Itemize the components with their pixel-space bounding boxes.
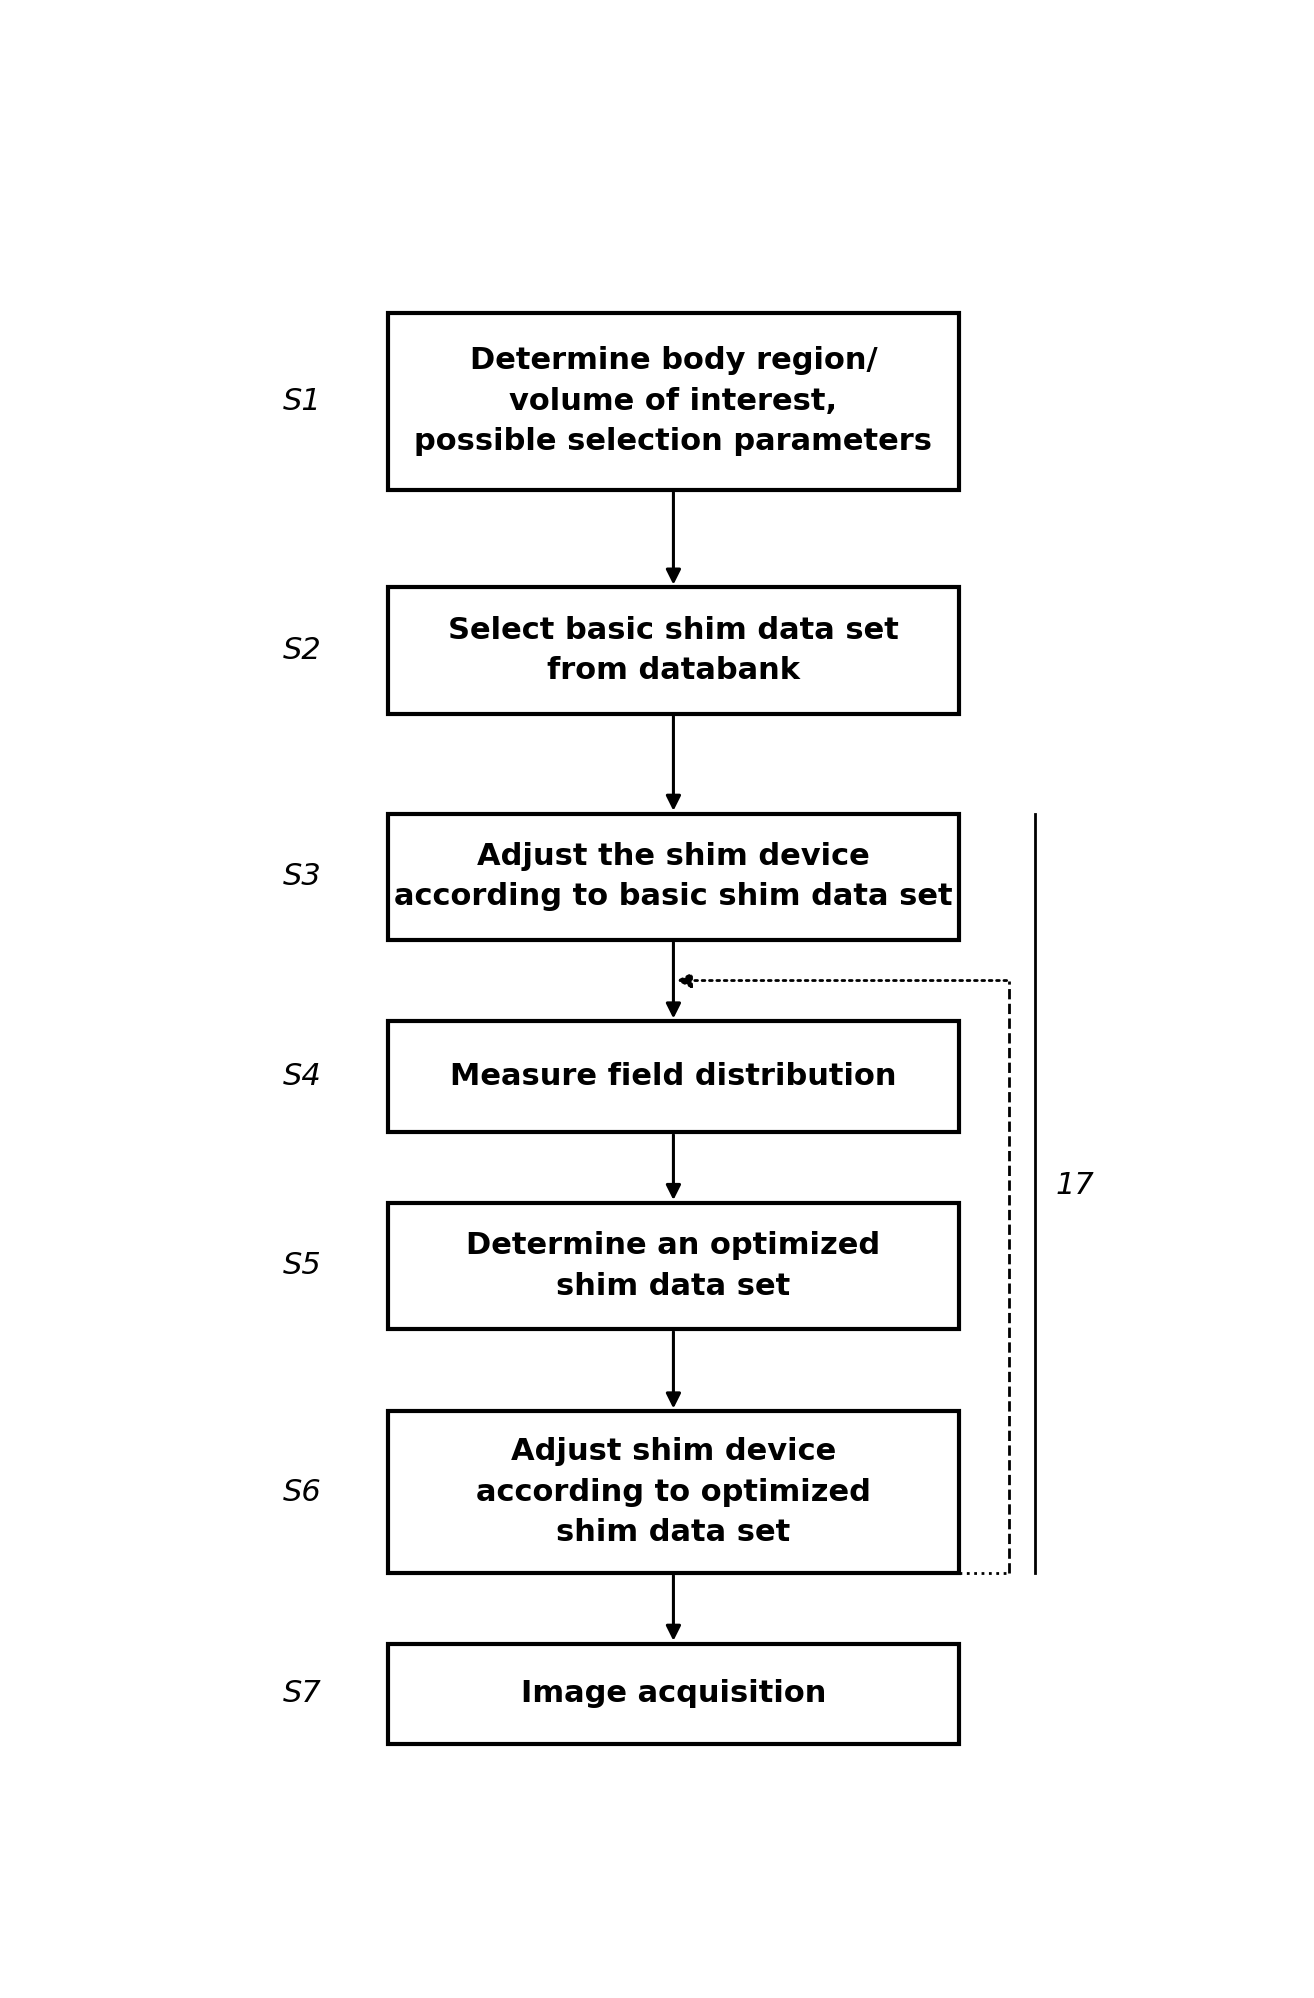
FancyBboxPatch shape — [389, 813, 959, 939]
Text: S3: S3 — [283, 863, 321, 891]
FancyBboxPatch shape — [389, 314, 959, 490]
FancyBboxPatch shape — [389, 1021, 959, 1133]
FancyBboxPatch shape — [389, 1411, 959, 1572]
Text: Adjust shim device
according to optimized
shim data set: Adjust shim device according to optimize… — [476, 1437, 871, 1546]
Text: S7: S7 — [283, 1678, 321, 1708]
Text: 17: 17 — [1055, 1171, 1095, 1201]
Text: Measure field distribution: Measure field distribution — [451, 1063, 896, 1091]
Text: S5: S5 — [283, 1251, 321, 1281]
FancyBboxPatch shape — [389, 1644, 959, 1744]
Text: Determine an optimized
shim data set: Determine an optimized shim data set — [466, 1231, 880, 1301]
Text: Image acquisition: Image acquisition — [520, 1678, 827, 1708]
Text: S6: S6 — [283, 1479, 321, 1506]
FancyBboxPatch shape — [389, 587, 959, 713]
Text: S4: S4 — [283, 1063, 321, 1091]
Text: Determine body region/
volume of interest,
possible selection parameters: Determine body region/ volume of interes… — [414, 346, 933, 456]
Text: S2: S2 — [283, 635, 321, 665]
Text: Select basic shim data set
from databank: Select basic shim data set from databank — [448, 615, 899, 685]
FancyBboxPatch shape — [389, 1203, 959, 1329]
Text: S1: S1 — [283, 388, 321, 416]
Text: Adjust the shim device
according to basic shim data set: Adjust the shim device according to basi… — [394, 841, 953, 911]
